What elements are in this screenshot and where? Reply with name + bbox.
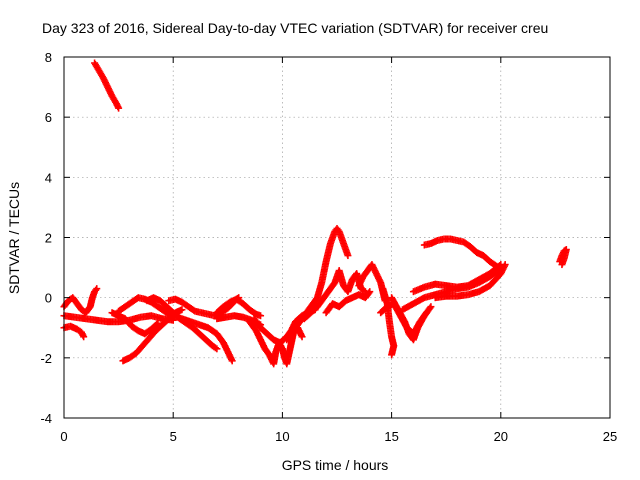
data-point xyxy=(213,345,221,353)
data-point xyxy=(93,285,101,293)
data-point xyxy=(80,333,88,341)
data-point xyxy=(558,261,566,269)
data-point xyxy=(298,333,306,341)
y-tick-label: 8 xyxy=(45,50,52,65)
y-tick-label: 0 xyxy=(45,291,52,306)
y-tick-label: 6 xyxy=(45,110,52,125)
y-tick-label: -4 xyxy=(40,411,52,426)
data-point xyxy=(426,304,434,312)
x-tick-label: 10 xyxy=(275,429,289,444)
data-point xyxy=(153,320,161,328)
x-axis-title: GPS time / hours xyxy=(282,457,389,473)
y-tick-label: 2 xyxy=(45,231,52,246)
data-point xyxy=(344,252,352,260)
x-tick-label: 25 xyxy=(603,429,617,444)
axis-ticks xyxy=(63,56,611,419)
y-tick-label: 4 xyxy=(45,170,52,185)
x-tick-label: 5 xyxy=(170,429,177,444)
data-point xyxy=(427,303,435,311)
data-point xyxy=(497,265,505,273)
data-point xyxy=(178,306,186,314)
data-point xyxy=(388,351,396,359)
data-point xyxy=(115,104,123,112)
x-tick-label: 20 xyxy=(494,429,508,444)
data-point xyxy=(257,312,265,320)
y-tick-label: -2 xyxy=(40,351,52,366)
data-point xyxy=(366,288,374,296)
data-point xyxy=(365,289,373,297)
data-point xyxy=(360,287,368,295)
data-point xyxy=(92,286,100,294)
x-tick-label: 15 xyxy=(384,429,398,444)
data-point xyxy=(495,264,503,272)
data-point xyxy=(501,261,509,269)
data-point xyxy=(154,319,162,327)
y-axis-title: SDTVAR / TECUs xyxy=(6,182,22,294)
tick-labels: 0 5 10 15 20 25 -4 -2 0 2 4 6 8 xyxy=(40,50,617,444)
data-point xyxy=(211,344,219,352)
data-point xyxy=(228,357,236,365)
chart-title: Day 323 of 2016, Sidereal Day-to-day VTE… xyxy=(42,20,548,36)
x-tick-label: 0 xyxy=(60,429,67,444)
